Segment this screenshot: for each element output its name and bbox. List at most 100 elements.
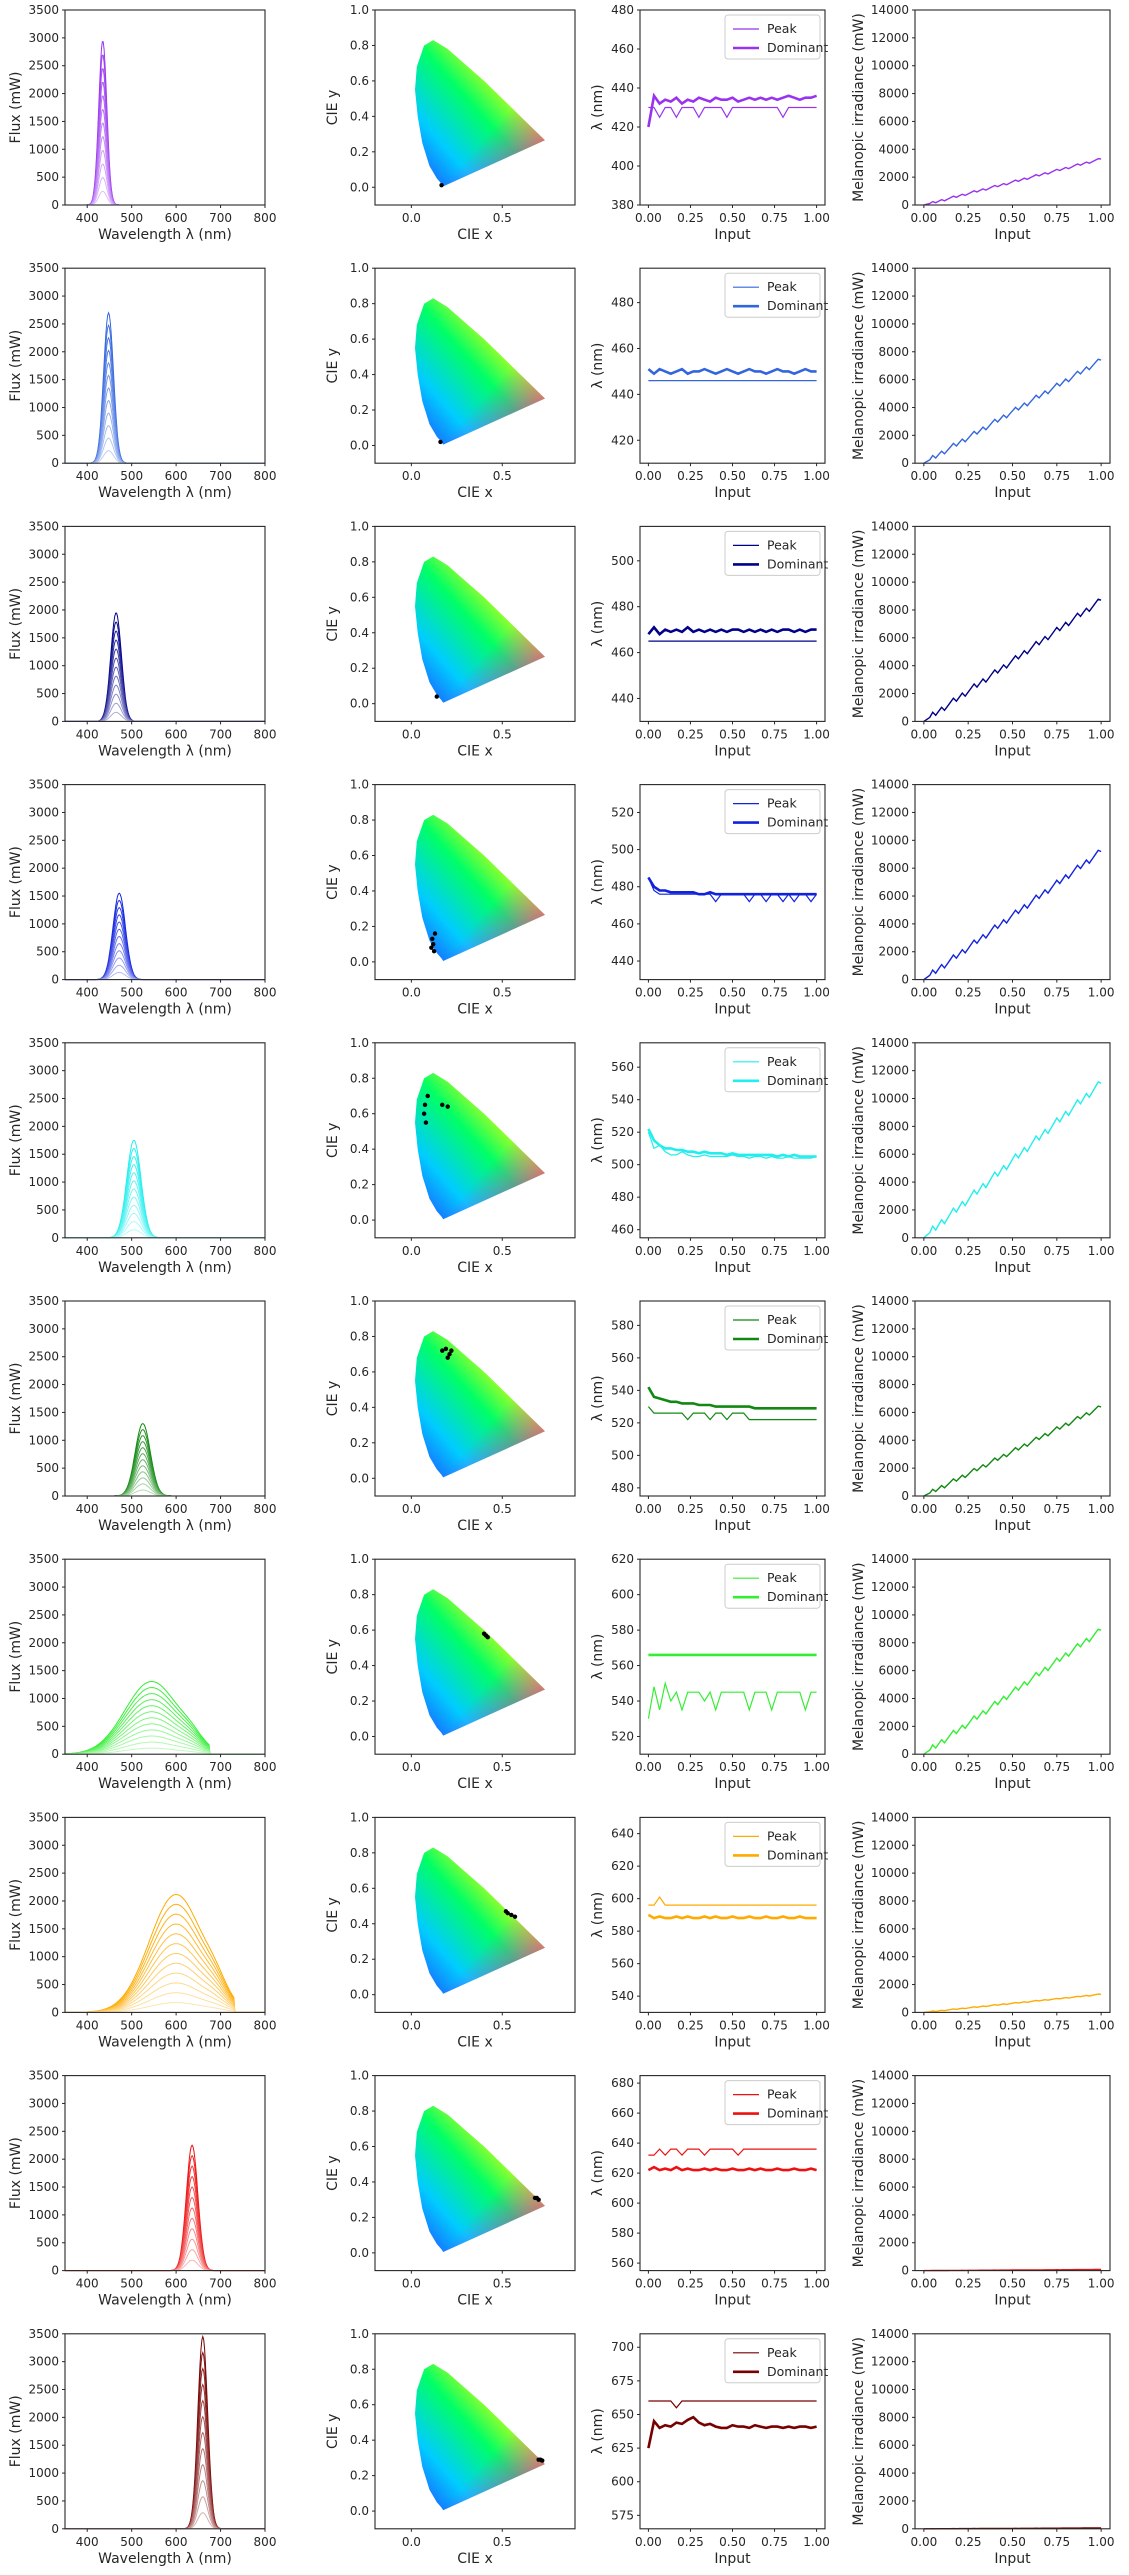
cie-chart: 0.0 0.5 0.0 0.2 0.4 0.6 0.8 1.0 CIE x CIE y <box>325 1552 576 1792</box>
spectrum-curve <box>65 950 265 981</box>
x-axis-label: Wavelength λ (nm) <box>98 227 232 243</box>
y-tick-label: 500 <box>611 1158 634 1172</box>
spectrum-curve <box>65 1693 265 1755</box>
y-tick-label: 0.0 <box>350 697 369 711</box>
y-tick-label: 660 <box>611 2106 634 2120</box>
spectrum-curve <box>65 1447 265 1497</box>
y-tick-label: 6000 <box>878 889 909 903</box>
x-tick-label: 500 <box>120 1502 143 1516</box>
y-tick-label: 2500 <box>28 1092 59 1106</box>
figure-row-4: 400 500 600 700 8000500100015002000250030003… <box>8 778 1114 1018</box>
y-tick-label: 0 <box>51 2264 59 2278</box>
spectrum-curve <box>65 2480 265 2530</box>
y-tick-label: 0.0 <box>350 180 369 194</box>
x-tick-label: 800 <box>254 2277 277 2291</box>
plot-frame <box>374 2075 576 2272</box>
plot-frame <box>914 1816 1111 2013</box>
x-tick-label: 0.25 <box>677 2277 704 2291</box>
y-tick-label: 500 <box>36 687 59 701</box>
y-tick-label: 0.8 <box>350 1846 369 1860</box>
x-tick-label: 800 <box>254 469 277 483</box>
x-tick-label: 0.5 <box>493 2277 512 2291</box>
x-tick-label: 600 <box>165 1502 188 1516</box>
y-tick-label: 14000 <box>871 2069 909 2083</box>
y-axis-label: Melanopic irradiance (mW) <box>851 788 867 977</box>
y-tick-label: 4000 <box>878 400 909 414</box>
spectrum-curve <box>65 1913 265 2013</box>
spectrum-curve <box>65 892 265 981</box>
x-tick-label: 0.5 <box>493 2535 512 2549</box>
x-tick-label: 0.25 <box>677 211 704 225</box>
y-tick-label: 10000 <box>871 1350 909 1364</box>
y-tick-label: 500 <box>611 1448 634 1462</box>
y-tick-label: 2000 <box>878 2236 909 2250</box>
x-tick-label: 0.5 <box>493 2018 512 2032</box>
x-tick-label: 0.50 <box>719 727 746 741</box>
y-tick-label: 675 <box>611 2374 634 2388</box>
x-tick-label: 1.00 <box>803 1244 830 1258</box>
y-tick-label: 0.2 <box>350 1178 369 1192</box>
legend-dominant-label: Dominant <box>767 1847 828 1862</box>
figure-row-2: 400 500 600 700 8000500100015002000250030003… <box>8 261 1114 501</box>
x-tick-label: 700 <box>209 1244 232 1258</box>
x-tick-label: 500 <box>120 211 143 225</box>
spectrum-curve <box>65 2228 265 2272</box>
spectrum-chart: 400 500 600 700 800 0 500 1000 1500 2000 2500 3000 3… <box>8 778 276 1018</box>
cie-gamut-overlay <box>415 556 545 703</box>
x-tick-label: 0.5 <box>493 1502 512 1516</box>
x-tick-label: 0.50 <box>719 211 746 225</box>
spectrum-curve <box>65 2186 265 2272</box>
wavelength-chart: 0.00 0.25 0.50 0.75 1.00 540 560 580 600 620 640 In… <box>590 1816 830 2050</box>
y-tick-label: 0.6 <box>350 332 369 346</box>
y-tick-label: 1000 <box>28 1691 59 1705</box>
y-axis-label: λ (nm) <box>590 1634 606 1680</box>
plot-frame <box>374 1300 576 1497</box>
wavelength-chart: 0.00 0.25 0.50 0.75 1.00 380 400 420 440 460 480 In… <box>590 3 830 243</box>
x-tick-label: 0.50 <box>999 2535 1026 2549</box>
spectrum-curve <box>65 1483 265 1497</box>
x-tick-label: 0.50 <box>719 1760 746 1774</box>
y-tick-label: 700 <box>611 2340 634 2354</box>
y-tick-label: 480 <box>611 600 634 614</box>
legend-peak-label: Peak <box>767 2087 797 2102</box>
cie-gamut-overlay <box>415 2363 545 2511</box>
dominant-line <box>647 2165 817 2172</box>
y-tick-label: 6000 <box>878 631 909 645</box>
y-tick-label: 500 <box>36 2494 59 2508</box>
y-tick-label: 520 <box>611 1125 634 1139</box>
wavelength-chart: 0.00 0.25 0.50 0.75 1.00 575 600 625 650 675 700 In… <box>590 2333 830 2567</box>
spectrum-curve <box>65 1229 265 1239</box>
wavelength-chart: 0.00 0.25 0.50 0.75 1.00 560 580 600 620 640 660 68… <box>590 2075 830 2309</box>
cie-point <box>509 1912 514 1918</box>
y-tick-label: 0.4 <box>350 1917 369 1931</box>
y-tick-label: 600 <box>611 1892 634 1906</box>
y-axis-label: Melanopic irradiance (mW) <box>851 271 867 460</box>
y-tick-label: 14000 <box>871 1810 909 1824</box>
melanopic-chart: 0.00 0.25 0.50 0.75 1.00 0 2000 4000 6000 8000 100… <box>851 1552 1114 1792</box>
x-axis-label: Input <box>714 1260 751 1276</box>
x-tick-label: 0.0 <box>402 1760 421 1774</box>
x-tick-label: 0.25 <box>677 1502 704 1516</box>
y-tick-label: 2000 <box>28 345 59 359</box>
spectrum-curve <box>65 2399 265 2530</box>
y-tick-label: 2000 <box>28 603 59 617</box>
x-axis-label: Input <box>994 1002 1031 1018</box>
cie-point <box>434 694 440 699</box>
y-tick-label: 520 <box>611 1729 634 1743</box>
spectrum-curve <box>65 2154 265 2272</box>
dominant-line <box>647 92 818 128</box>
x-tick-label: 0.25 <box>677 727 704 741</box>
plot-frame <box>914 2075 1111 2272</box>
plot-frame <box>914 1300 1111 1497</box>
spectrum-curve <box>65 639 265 722</box>
y-tick-label: 1500 <box>28 1664 59 1678</box>
x-tick-label: 0.50 <box>999 2018 1026 2032</box>
figure-row-10: 400 500 600 700 8000500100015002000250030003… <box>8 2327 1114 2567</box>
x-tick-label: 0.00 <box>911 2535 938 2549</box>
spectrum-chart: 400 500 600 700 800 0 500 1000 1500 2000 2500 3000 3… <box>8 1810 276 2050</box>
y-axis-label: Flux (mW) <box>8 2395 24 2467</box>
y-tick-label: 0.8 <box>350 1071 369 1085</box>
y-tick-label: 0 <box>901 973 909 987</box>
x-axis-label: Input <box>994 1518 1031 1534</box>
y-tick-label: 3500 <box>28 3 59 17</box>
